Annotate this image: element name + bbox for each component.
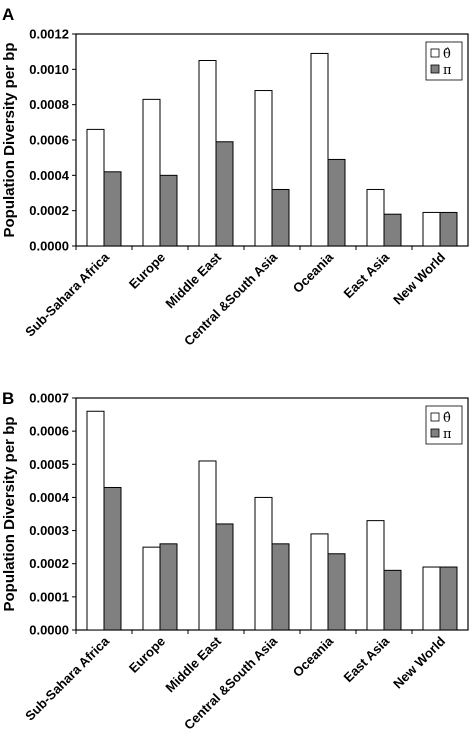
panel-letter: A: [2, 5, 14, 24]
bar-pi-3: [271, 543, 290, 631]
category-label: New World: [390, 249, 448, 307]
category-label: Central &South Asia: [181, 633, 281, 733]
bar-pi-4: [327, 553, 346, 631]
y-tick-label: 0.0006: [29, 424, 69, 439]
bar-theta-3: [254, 496, 273, 631]
bar-theta-4: [310, 533, 329, 631]
category-label: Central &South Asia: [181, 249, 281, 349]
bar-pi-1: [159, 174, 178, 247]
y-tick-label: 0.0010: [29, 62, 69, 77]
chart-panel-b: B 0.0000 0.0001 0.0002 0.0003 0.0004 0.0005 0.0…: [1, 389, 469, 733]
legend-box: [425, 41, 463, 81]
category-label: Oceania: [290, 633, 337, 680]
category-label: East Asia: [340, 633, 392, 685]
legend-swatch: [430, 412, 440, 422]
bar-pi-1: [159, 543, 178, 631]
y-axis-label: Population Diversity per bp: [1, 42, 18, 237]
category-label: East Asia: [340, 249, 392, 301]
y-tick-label: 0.0005: [29, 457, 69, 472]
legend-swatch: [430, 428, 440, 438]
bar-pi-4: [327, 158, 346, 247]
y-tick-label: 0.0003: [29, 523, 69, 538]
panel-letter: B: [2, 389, 14, 408]
bar-pi-0: [103, 171, 122, 247]
bar-pi-3: [271, 188, 290, 247]
category-label: Sub-Sahara Africa: [22, 249, 113, 340]
category-label: Middle East: [162, 249, 224, 311]
bar-theta-5: [366, 188, 385, 247]
bar-theta-0: [86, 410, 105, 631]
category-label: Oceania: [290, 249, 337, 296]
category-label: Europe: [126, 634, 168, 676]
legend-swatch: [430, 64, 440, 74]
chart-panel-a: A 0.0000 0.0002 0.0004 0.0006 0.0008 0.0010 0.0…: [1, 5, 469, 349]
bar-theta-5: [366, 520, 385, 631]
bar-pi-6: [439, 211, 458, 247]
legend-label: θ̂: [443, 411, 451, 426]
category-label: Middle East: [162, 633, 224, 695]
bar-theta-0: [86, 128, 105, 247]
y-tick-label: 0.0000: [29, 239, 69, 254]
legend-label: π: [443, 427, 452, 442]
y-tick-label: 0.0006: [29, 133, 69, 148]
bar-theta-6: [422, 211, 441, 247]
bar-theta-6: [422, 566, 441, 631]
category-label: New World: [390, 633, 448, 691]
legend-box: [425, 405, 463, 445]
bar-theta-3: [254, 90, 273, 247]
y-tick-label: 0.0001: [29, 589, 69, 604]
y-axis-label: Population Diversity per bp: [1, 416, 18, 611]
y-tick-label: 0.0008: [29, 97, 69, 112]
category-label: Europe: [126, 250, 168, 292]
bar-pi-2: [215, 523, 234, 631]
category-label: Sub-Sahara Africa: [22, 633, 113, 724]
legend-label: π: [443, 63, 452, 78]
bar-pi-6: [439, 566, 458, 631]
y-tick-label: 0.0002: [29, 556, 69, 571]
legend-swatch: [430, 48, 440, 58]
legend-label: θ̂: [443, 47, 451, 62]
bar-pi-5: [383, 569, 402, 631]
y-tick-label: 0.0004: [29, 168, 70, 183]
bar-theta-2: [198, 60, 217, 247]
y-tick-label: 0.0002: [29, 203, 69, 218]
bar-pi-0: [103, 486, 122, 631]
y-tick-label: 0.0012: [29, 27, 69, 42]
y-tick-label: 0.0007: [29, 391, 69, 406]
bar-pi-5: [383, 213, 402, 247]
bar-theta-1: [142, 98, 161, 247]
y-tick-label: 0.0000: [29, 623, 69, 638]
bar-theta-4: [310, 52, 329, 247]
y-tick-label: 0.0004: [29, 490, 70, 505]
bar-theta-1: [142, 546, 161, 631]
bar-theta-2: [198, 460, 217, 631]
bar-pi-2: [215, 141, 234, 247]
